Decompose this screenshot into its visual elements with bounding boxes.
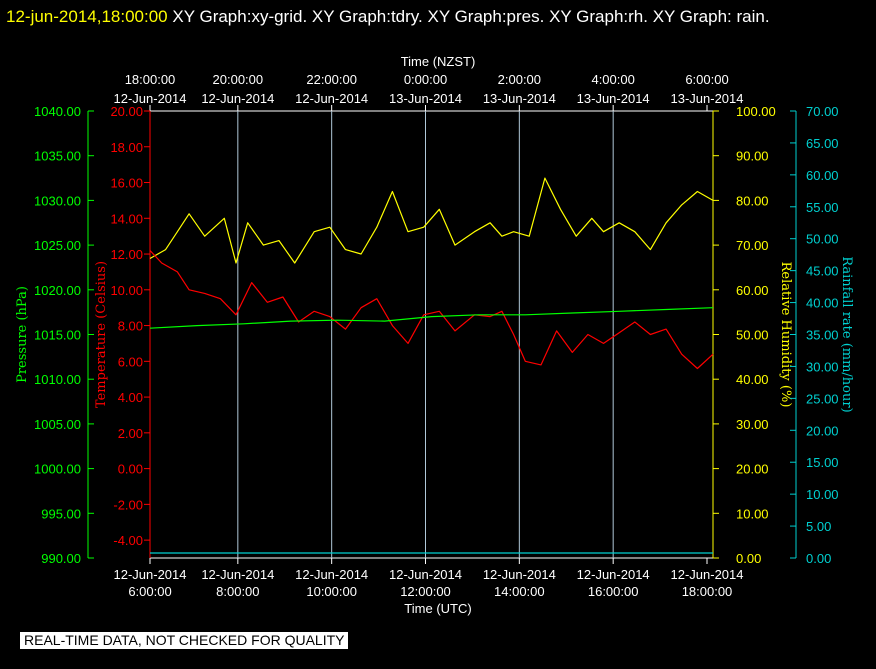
x-top-tick-date: 12-Jun-2014 <box>201 91 274 106</box>
x-bottom-tick-time: 6:00:00 <box>128 584 171 599</box>
temperature-axis-title: Temperature (Celsius) <box>94 261 109 408</box>
humidity-tick-label: 70.00 <box>736 238 769 253</box>
title-graph-list: XY Graph:xy-grid. XY Graph:tdry. XY Grap… <box>172 7 770 26</box>
pressure-tick-label: 1030.00 <box>34 193 81 208</box>
humidity-tick-label: 20.00 <box>736 462 769 477</box>
x-top-tick-date: 12-Jun-2014 <box>114 91 187 106</box>
x-top-tick-date: 13-Jun-2014 <box>483 91 556 106</box>
pressure-tick-label: 995.00 <box>41 506 81 521</box>
x-top-tick-time: 20:00:00 <box>213 72 264 87</box>
humidity-tick-label: 90.00 <box>736 149 769 164</box>
x-bottom-tick-time: 8:00:00 <box>216 584 259 599</box>
pressure-tick-label: 1025.00 <box>34 238 81 253</box>
rainfall-tick-label: 0.00 <box>806 551 831 566</box>
x-bottom-axis-title: Time (UTC) <box>404 601 471 616</box>
humidity-tick-label: 80.00 <box>736 193 769 208</box>
pressure-series-line <box>149 307 714 329</box>
x-bottom-tick-time: 18:00:00 <box>682 584 733 599</box>
rainfall-tick-label: 45.00 <box>806 264 839 279</box>
temperature-tick-label: -2.00 <box>113 497 143 512</box>
pressure-tick-label: 1005.00 <box>34 417 81 432</box>
x-top-tick-time: 6:00:00 <box>685 72 728 87</box>
humidity-tick-label: 40.00 <box>736 372 769 387</box>
x-bottom-tick-date: 12-Jun-2014 <box>483 567 556 582</box>
pressure-tick-label: 1035.00 <box>34 149 81 164</box>
rainfall-tick-label: 35.00 <box>806 328 839 343</box>
humidity-tick-label: 10.00 <box>736 506 769 521</box>
x-bottom-tick-time: 12:00:00 <box>400 584 451 599</box>
rainfall-tick-label: 15.00 <box>806 455 839 470</box>
temperature-tick-label: 14.00 <box>110 211 143 226</box>
x-bottom-tick-date: 12-Jun-2014 <box>295 567 368 582</box>
humidity-tick-label: 100.00 <box>736 104 776 119</box>
temperature-tick-label: 8.00 <box>118 319 143 334</box>
temperature-tick-label: -4.00 <box>113 533 143 548</box>
pressure-tick-label: 1015.00 <box>34 328 81 343</box>
quality-warning-label: REAL-TIME DATA, NOT CHECKED FOR QUALITY <box>20 632 349 649</box>
pressure-axis-title: Pressure (hPa) <box>15 286 30 383</box>
temperature-tick-label: 2.00 <box>118 426 143 441</box>
rainfall-tick-label: 60.00 <box>806 168 839 183</box>
temperature-tick-label: 0.00 <box>118 462 143 477</box>
rainfall-tick-label: 55.00 <box>806 200 839 215</box>
rainfall-tick-label: 30.00 <box>806 359 839 374</box>
pressure-tick-label: 1000.00 <box>34 462 81 477</box>
humidity-tick-label: 60.00 <box>736 283 769 298</box>
x-top-tick-date: 13-Jun-2014 <box>577 91 650 106</box>
humidity-series-line <box>149 177 714 264</box>
temperature-tick-label: 18.00 <box>110 140 143 155</box>
x-bottom-tick-time: 14:00:00 <box>494 584 545 599</box>
pressure-tick-label: 1010.00 <box>34 372 81 387</box>
x-bottom-tick-date: 12-Jun-2014 <box>671 567 744 582</box>
x-bottom-tick-time: 10:00:00 <box>306 584 357 599</box>
x-bottom-tick-date: 12-Jun-2014 <box>114 567 187 582</box>
rainfall-tick-label: 20.00 <box>806 423 839 438</box>
temperature-tick-label: 10.00 <box>110 283 143 298</box>
rainfall-axis-title: Rainfall rate (mm/hour) <box>839 256 854 412</box>
rainfall-tick-label: 65.00 <box>806 136 839 151</box>
x-top-tick-time: 22:00:00 <box>306 72 357 87</box>
x-top-tick-time: 4:00:00 <box>591 72 634 87</box>
x-top-tick-time: 18:00:00 <box>125 72 176 87</box>
rainfall-tick-label: 10.00 <box>806 487 839 502</box>
temperature-series-line <box>149 250 714 370</box>
chart-title: 12-jun-2014,18:00:00 XY Graph:xy-grid. X… <box>6 2 866 31</box>
temperature-tick-label: 4.00 <box>118 390 143 405</box>
temperature-tick-label: 6.00 <box>118 354 143 369</box>
humidity-tick-label: 0.00 <box>736 551 761 566</box>
rainfall-tick-label: 70.00 <box>806 104 839 119</box>
x-top-tick-date: 12-Jun-2014 <box>295 91 368 106</box>
humidity-axis-title: Relative Humidity (%) <box>778 262 793 408</box>
rainfall-tick-label: 5.00 <box>806 519 831 534</box>
temperature-tick-label: 16.00 <box>110 176 143 191</box>
title-timestamp: 12-jun-2014,18:00:00 <box>6 7 168 26</box>
x-top-axis-title: Time (NZST) <box>401 54 476 69</box>
humidity-tick-label: 30.00 <box>736 417 769 432</box>
plot-frame <box>149 110 714 559</box>
pressure-tick-label: 1020.00 <box>34 283 81 298</box>
rainfall-tick-label: 50.00 <box>806 232 839 247</box>
x-top-tick-time: 0:00:00 <box>404 72 447 87</box>
x-bottom-tick-date: 12-Jun-2014 <box>577 567 650 582</box>
rainfall-tick-label: 25.00 <box>806 391 839 406</box>
x-bottom-tick-time: 16:00:00 <box>588 584 639 599</box>
temperature-tick-label: 12.00 <box>110 247 143 262</box>
temperature-tick-label: 20.00 <box>110 104 143 119</box>
x-top-tick-time: 2:00:00 <box>498 72 541 87</box>
humidity-tick-label: 50.00 <box>736 328 769 343</box>
rainfall-tick-label: 40.00 <box>806 296 839 311</box>
pressure-tick-label: 1040.00 <box>34 104 81 119</box>
pressure-tick-label: 990.00 <box>41 551 81 566</box>
x-top-tick-date: 13-Jun-2014 <box>671 91 744 106</box>
x-bottom-tick-date: 12-Jun-2014 <box>389 567 462 582</box>
x-top-tick-date: 13-Jun-2014 <box>389 91 462 106</box>
x-bottom-tick-date: 12-Jun-2014 <box>201 567 274 582</box>
